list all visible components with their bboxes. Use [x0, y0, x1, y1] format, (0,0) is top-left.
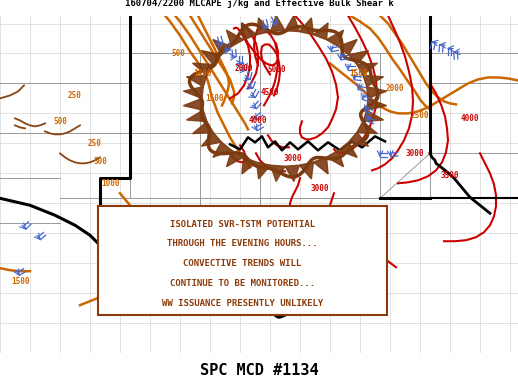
Polygon shape	[242, 23, 256, 40]
Polygon shape	[242, 157, 256, 174]
Text: 2000: 2000	[235, 64, 253, 73]
Text: WW ISSUANCE PRESENTLY UNLIKELY: WW ISSUANCE PRESENTLY UNLIKELY	[162, 299, 323, 308]
Polygon shape	[226, 30, 243, 47]
Text: 5000: 5000	[268, 65, 286, 74]
Polygon shape	[326, 30, 343, 47]
Polygon shape	[313, 23, 328, 40]
Text: 3000: 3000	[311, 184, 329, 193]
Text: 1500: 1500	[206, 94, 224, 103]
Polygon shape	[363, 110, 383, 121]
Polygon shape	[349, 50, 368, 64]
Polygon shape	[193, 63, 213, 75]
Polygon shape	[186, 110, 207, 121]
Polygon shape	[183, 99, 203, 110]
Text: 160704/2200 MLCAPE j/kg and Effective Bulk Shear k: 160704/2200 MLCAPE j/kg and Effective Bu…	[125, 0, 393, 7]
Text: SPC MCD #1134: SPC MCD #1134	[199, 363, 319, 378]
Text: 500: 500	[171, 49, 185, 58]
Text: 250: 250	[68, 91, 82, 100]
Text: 3000: 3000	[284, 154, 302, 163]
Polygon shape	[213, 142, 232, 158]
Text: 1000: 1000	[193, 69, 211, 78]
Polygon shape	[256, 18, 270, 35]
Text: CONTINUE TO BE MONITORED...: CONTINUE TO BE MONITORED...	[170, 279, 315, 288]
Polygon shape	[256, 162, 270, 179]
Text: 4000: 4000	[461, 114, 479, 123]
Text: 2500: 2500	[411, 111, 429, 120]
Text: 4000: 4000	[351, 219, 369, 228]
Polygon shape	[357, 63, 378, 75]
Text: 3000: 3000	[336, 274, 354, 283]
Polygon shape	[357, 121, 378, 133]
FancyBboxPatch shape	[98, 206, 387, 315]
Text: 250: 250	[88, 139, 102, 148]
Text: ISOLATED SVR-TSTM POTENTIAL: ISOLATED SVR-TSTM POTENTIAL	[170, 220, 315, 229]
Text: 4500: 4500	[261, 88, 279, 97]
Polygon shape	[326, 151, 343, 167]
Text: 1500: 1500	[349, 69, 367, 78]
Text: 2000: 2000	[386, 84, 404, 93]
Polygon shape	[338, 40, 357, 55]
Polygon shape	[202, 50, 221, 64]
Polygon shape	[183, 87, 203, 99]
Text: 2500: 2500	[148, 231, 166, 240]
Polygon shape	[226, 151, 243, 167]
Text: 3500: 3500	[441, 171, 459, 180]
Polygon shape	[363, 75, 383, 87]
Polygon shape	[367, 99, 386, 110]
Polygon shape	[285, 165, 299, 182]
Polygon shape	[285, 16, 299, 31]
Text: 1000: 1000	[100, 179, 119, 188]
Polygon shape	[313, 157, 328, 174]
Polygon shape	[186, 75, 207, 87]
Text: 1500: 1500	[261, 261, 279, 270]
Text: 3500: 3500	[371, 249, 389, 258]
Polygon shape	[193, 121, 213, 133]
Text: 1000: 1000	[303, 297, 321, 306]
Text: 500: 500	[53, 117, 67, 126]
Polygon shape	[213, 40, 232, 55]
Text: THROUGH THE EVENING HOURS...: THROUGH THE EVENING HOURS...	[167, 239, 318, 248]
Text: 4000: 4000	[249, 116, 267, 125]
Polygon shape	[349, 132, 368, 146]
Text: 500: 500	[93, 157, 107, 166]
Text: 1500: 1500	[11, 277, 29, 286]
Polygon shape	[367, 87, 386, 99]
Text: CONVECTIVE TRENDS WILL: CONVECTIVE TRENDS WILL	[183, 259, 301, 268]
Text: 3000: 3000	[406, 149, 424, 158]
Polygon shape	[299, 162, 313, 179]
Polygon shape	[299, 18, 313, 35]
Polygon shape	[270, 165, 285, 182]
Polygon shape	[338, 142, 357, 158]
Polygon shape	[270, 16, 285, 31]
Polygon shape	[202, 132, 221, 146]
